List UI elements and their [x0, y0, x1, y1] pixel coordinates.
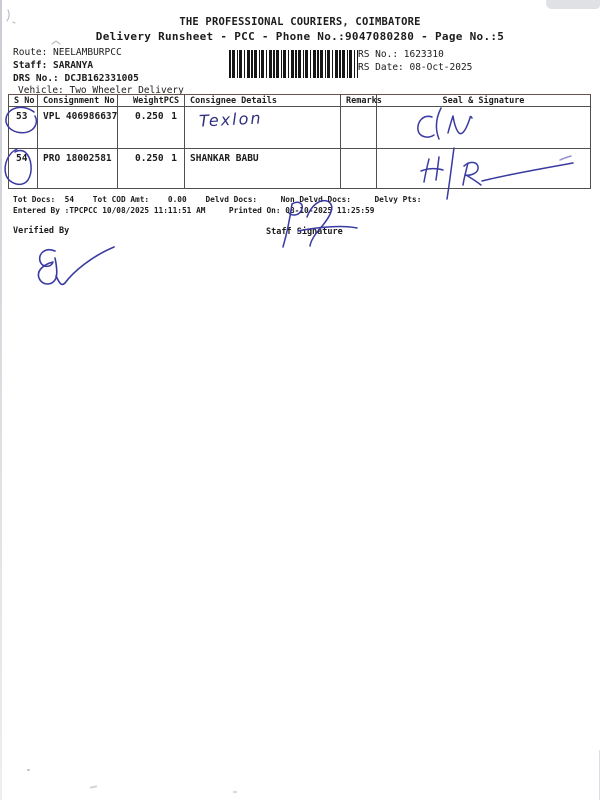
scan-smudge-top-right [546, 0, 600, 9]
cell-consignee [184, 106, 341, 149]
cell-seal-signature [376, 106, 591, 149]
cell-weight: 0.250 [135, 111, 164, 122]
cell-remarks [340, 148, 377, 189]
table-row: 54 PRO 18002581 0.250 1 SHANKAR BABU [8, 148, 591, 189]
cell-s-no: 53 [8, 106, 38, 149]
runsheet-subtitle: Delivery Runsheet - PCC - Phone No.:9047… [95, 30, 505, 43]
col-seal-signature: Seal & Signature [376, 94, 591, 107]
table-row: 53 VPL 406986637 0.250 1 [8, 106, 591, 149]
cell-remarks [340, 106, 377, 149]
staff-value: SARANYA [53, 60, 94, 71]
entered-printed-line: Entered By :TPCPCC 10/08/2025 11:11:51 A… [13, 206, 375, 215]
rs-no: RS No.: 1623310 [358, 49, 444, 60]
barcode-icon [229, 50, 358, 78]
scan-speck [89, 785, 98, 789]
col-weight: Weight [133, 96, 164, 106]
route-label: Route: [13, 47, 54, 58]
col-weight-pcs: Weight PCS [117, 94, 185, 107]
route-line: Route: NEELAMBURPCC [13, 47, 122, 58]
cell-weight-pcs: 0.250 1 [117, 106, 185, 149]
cell-pcs: 1 [171, 153, 177, 164]
verified-by-signature [37, 246, 115, 286]
totals-line: Tot Docs: 54 Tot COD Amt: 0.00 Delvd Doc… [13, 195, 422, 204]
staff-label: Staff: [13, 60, 54, 71]
vehicle-value: Two Wheeler Delivery [69, 85, 184, 96]
route-value: NEELAMBURPCC [53, 47, 122, 58]
scan-left-edge [0, 0, 2, 800]
company-title: THE PROFESSIONAL COURIERS, COIMBATORE [179, 16, 421, 28]
vehicle-label: Vehicle: [18, 85, 70, 96]
cell-seal-signature [376, 148, 591, 189]
cell-weight: 0.250 [135, 153, 164, 164]
verified-by-label: Verified By [13, 226, 70, 236]
staff-signature-label: Staff Signature [266, 227, 343, 237]
drs-line: DRS No.: DCJB162331005 [13, 73, 139, 84]
col-pcs: PCS [163, 96, 180, 106]
consignment-table: S No Consignment No Weight PCS Consignee … [8, 94, 591, 189]
staff-line: Staff: SARANYA [13, 60, 93, 71]
drs-value: DCJB162331005 [64, 73, 139, 84]
scan-speck [233, 791, 237, 793]
cell-pcs: 1 [171, 111, 177, 122]
cell-consignment-no: VPL 406986637 [37, 106, 118, 149]
rs-date: RS Date: 08-Oct-2025 [358, 62, 473, 73]
col-consignment-no: Consignment No [37, 94, 118, 107]
table-header-row: S No Consignment No Weight PCS Consignee … [8, 94, 591, 107]
drs-label: DRS No.: [13, 73, 65, 84]
scan-speck [27, 769, 30, 771]
cell-weight-pcs: 0.250 1 [117, 148, 185, 189]
vehicle-line: Vehicle: Two Wheeler Delivery [18, 85, 184, 96]
cell-s-no: 54 [8, 148, 38, 189]
col-s-no: S No [8, 94, 38, 107]
handwritten-consignee-texlon: Texlon [198, 108, 263, 131]
col-remarks: Remarks [340, 94, 382, 107]
col-consignee-details: Consignee Details [184, 94, 341, 107]
cell-consignee: SHANKAR BABU [184, 148, 341, 189]
cell-consignment-no: PRO 18002581 [37, 148, 118, 189]
